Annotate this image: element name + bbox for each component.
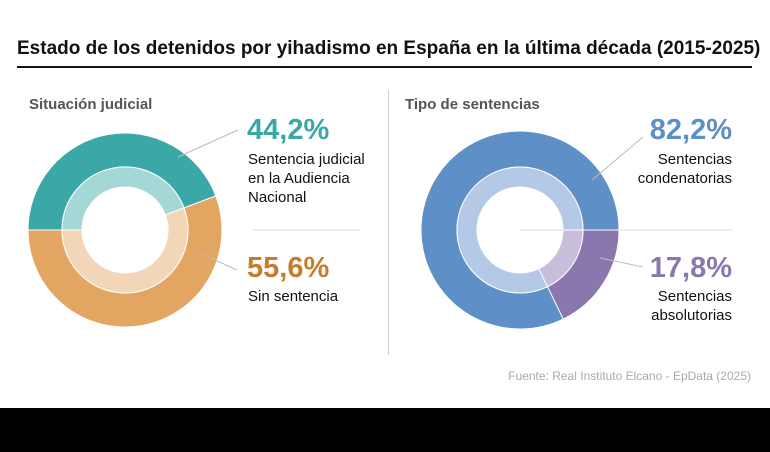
source-note: Fuente: Real Instituto Elcano - EpData (… <box>508 369 751 383</box>
leader-line <box>591 136 644 181</box>
chart-title: Estado de los detenidos por yihadismo en… <box>17 38 761 59</box>
right-chart-title: Tipo de sentencias <box>405 96 540 113</box>
leader-line <box>177 129 239 158</box>
label-line: Sentencias <box>657 151 732 168</box>
label-line: Sin sentencia <box>248 288 339 305</box>
left-chart-title: Situación judicial <box>29 96 153 113</box>
donut-slice-inner <box>61 166 185 231</box>
leader-line <box>599 257 644 268</box>
donut-slice-inner <box>456 166 584 294</box>
label-line: Nacional <box>248 189 307 206</box>
donut-slice-inner <box>61 207 189 294</box>
slice-label: Sentencia judicial en la Audiencia Nacio… <box>248 150 365 207</box>
label-line: absolutorias <box>651 307 732 324</box>
label-line: condenatorias <box>637 170 732 187</box>
slice-label: Sentencias condenatorias <box>638 150 732 188</box>
donut-slice-inner <box>538 229 584 288</box>
value-label: 55,6% <box>247 252 330 284</box>
bottom-bar <box>0 408 770 452</box>
value-label: 82,2% <box>649 114 732 146</box>
leader-line <box>199 252 238 271</box>
panel-divider <box>388 90 389 355</box>
slice-label: Sin sentencia <box>248 287 338 306</box>
label-line: en la Audiencia <box>248 170 350 187</box>
slice-label: Sentencias absolutorias <box>651 287 732 325</box>
title-rule <box>17 66 752 68</box>
value-label: 17,8% <box>649 252 732 284</box>
value-label: 44,2% <box>247 114 330 146</box>
label-line: Sentencias <box>657 288 732 305</box>
label-line: Sentencia judicial <box>248 151 365 168</box>
